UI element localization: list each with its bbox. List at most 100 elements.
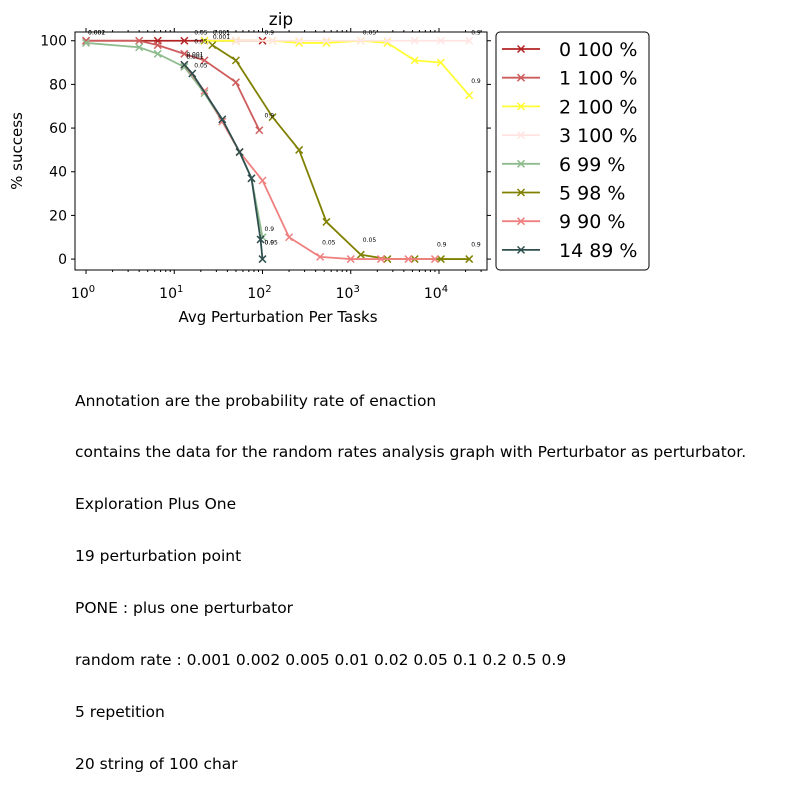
legend-label: 2 100 % [559,96,638,118]
legend-entry: 2 100 % [502,96,638,118]
series [81,38,267,242]
data-point [410,56,419,65]
data-point [322,217,331,226]
data-point [268,36,277,45]
annotation-label: 0.9 [265,239,275,246]
series-line [85,42,264,238]
marker-stroke [346,255,355,264]
marker-stroke [516,73,526,82]
annotation-label: 0.9 [265,113,275,120]
data-point [208,41,217,50]
x-axis-label: Avg Perturbation Per Tasks [178,308,377,326]
annotation-label: 0.001 [213,34,230,41]
marker-stroke [153,41,162,50]
annotation-label: 0.05 [194,62,208,69]
data-point [516,159,526,168]
legend-box [495,31,650,271]
annotation-label: 0.001 [88,30,105,37]
data-point [516,73,526,82]
series [208,41,474,264]
marker-stroke [180,49,189,58]
notes-block: Annotation are the probability rate of e… [75,358,746,790]
legend-entry: 5 98 % [502,183,625,205]
legend-label: 3 100 % [559,125,638,147]
data-point [255,126,264,135]
series [180,60,439,264]
x-tick-label: 101 [159,284,183,302]
marker-stroke [410,56,419,65]
annotation-label: 0.001 [213,30,230,37]
x-tick-label: 103 [336,284,360,302]
marker-stroke [383,36,392,45]
marker-stroke [316,252,325,261]
series [81,36,264,135]
legend-label: 14 89 % [559,240,638,262]
legend-label: 5 98 % [559,183,625,205]
data-point [295,36,304,45]
annotation-label: 0.002 [88,30,105,37]
marker-stroke [516,159,526,168]
marker-stroke [235,148,244,157]
series-line [204,39,470,96]
data-point [256,235,265,244]
x-tick-label: 102 [247,284,271,302]
annotation-label: 0.9 [265,30,275,37]
marker-stroke [295,36,304,45]
marker-stroke [231,36,240,45]
data-point [235,148,244,157]
data-point [247,174,256,183]
data-point [383,36,392,45]
marker-stroke [180,60,189,69]
marker-stroke [81,36,91,45]
data-point [346,255,355,264]
marker-stroke [285,233,294,242]
marker-stroke [268,36,277,45]
data-point [436,255,445,264]
marker-stroke [135,43,144,52]
annotation-label: 0.05 [363,237,377,244]
data-point [404,255,413,264]
marker-stroke [356,250,365,259]
data-point [516,188,526,197]
y-tick-label: 40 [49,165,67,181]
data-point [356,250,365,259]
data-point [135,43,144,52]
annotation-label: 0.05 [363,30,377,37]
marker-stroke [255,126,264,135]
marker-stroke [516,102,526,111]
legend-label: 0 100 % [559,39,638,61]
marker-stroke [135,36,144,45]
legend-entry: 6 99 % [502,154,625,176]
series [231,36,474,45]
annotation-label: 0.9 [471,78,481,85]
marker-stroke [218,115,227,124]
legend-entry: 3 100 % [502,125,638,147]
annotation-label: 0.001 [186,52,203,59]
y-tick-label: 80 [49,77,67,93]
data-point [516,131,526,140]
marker-stroke [200,36,209,45]
marker-stroke [81,38,91,47]
marker-stroke [295,145,304,154]
marker-stroke [465,36,474,45]
marker-stroke [516,188,526,197]
data-point [258,255,267,264]
data-point [465,91,474,100]
data-point [316,252,325,261]
marker-stroke [180,36,189,45]
marker-stroke [258,176,267,185]
marker-stroke [208,41,217,50]
marker-stroke [356,36,365,45]
data-point [180,60,189,69]
series-line [211,44,470,260]
data-point [81,38,91,47]
x-tick-label: 100 [71,284,95,302]
data-point [180,62,189,71]
chart-figure: zip 0 20 40 60 80 100 100 101 102 103 104 Avg Pertur… [8,10,650,326]
data-point [322,36,331,45]
axes-frame [74,31,488,271]
series-line [183,64,435,260]
note-line: contains the data for the random rates a… [75,443,747,462]
data-point [258,176,267,185]
legend-label: 9 90 % [559,211,625,233]
